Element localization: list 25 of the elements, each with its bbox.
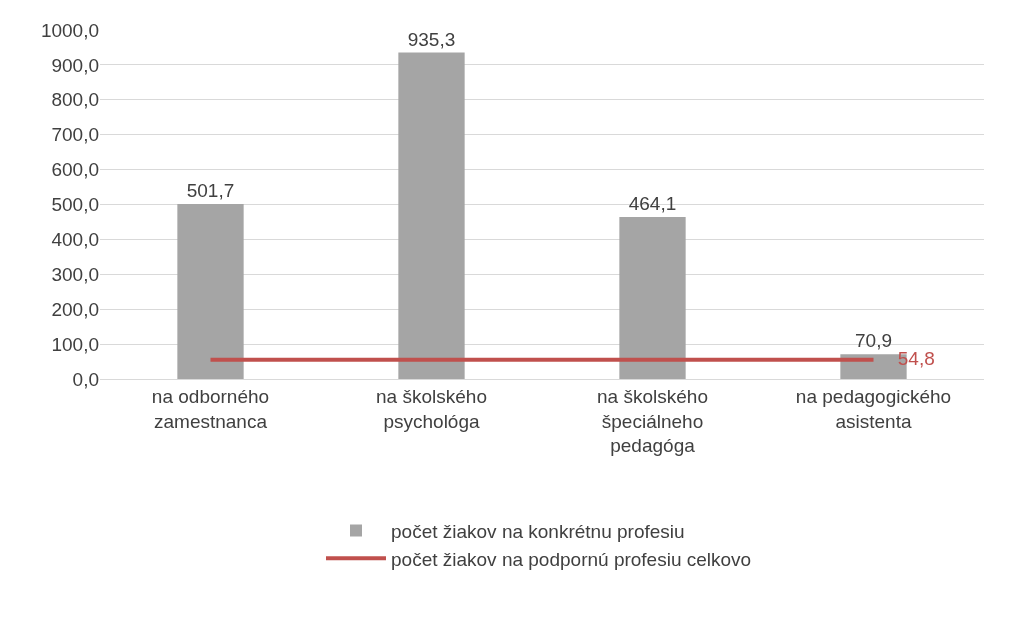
bar xyxy=(619,217,686,379)
y-tick-label: 500,0 xyxy=(51,194,99,216)
y-tick-label: 100,0 xyxy=(51,333,99,355)
x-tick-label: na školského psychológa xyxy=(376,385,487,432)
data-label: 935,3 xyxy=(407,28,456,50)
legend-label: počet žiakov na podpornú profesiu celkovo xyxy=(391,548,752,570)
y-tick-label: 0,0 xyxy=(72,368,99,390)
y-tick-label: 400,0 xyxy=(51,229,99,251)
y-tick-label: 600,0 xyxy=(51,159,99,181)
data-label: 501,7 xyxy=(186,179,235,201)
data-label: 70,9 xyxy=(855,330,892,352)
y-tick-label: 700,0 xyxy=(51,124,99,146)
data-label: 464,1 xyxy=(628,193,677,215)
bar xyxy=(398,52,465,379)
y-tick-label: 300,0 xyxy=(51,263,99,285)
x-tick-label: na odborného zamestnanca xyxy=(151,385,270,432)
y-tick-label: 800,0 xyxy=(51,89,99,111)
x-tick-label: na pedagogického asistenta xyxy=(795,385,952,432)
y-tick-label: 900,0 xyxy=(51,54,99,76)
x-tick-label: na školského špeciálneho pedagóga xyxy=(597,385,708,457)
y-tick-label: 1000,0 xyxy=(40,19,99,41)
legend-label: počet žiakov na konkrétnu profesiu xyxy=(391,520,685,542)
data-label: 54,8 xyxy=(897,347,935,369)
bar xyxy=(177,203,244,379)
y-tick-label: 200,0 xyxy=(51,298,99,320)
